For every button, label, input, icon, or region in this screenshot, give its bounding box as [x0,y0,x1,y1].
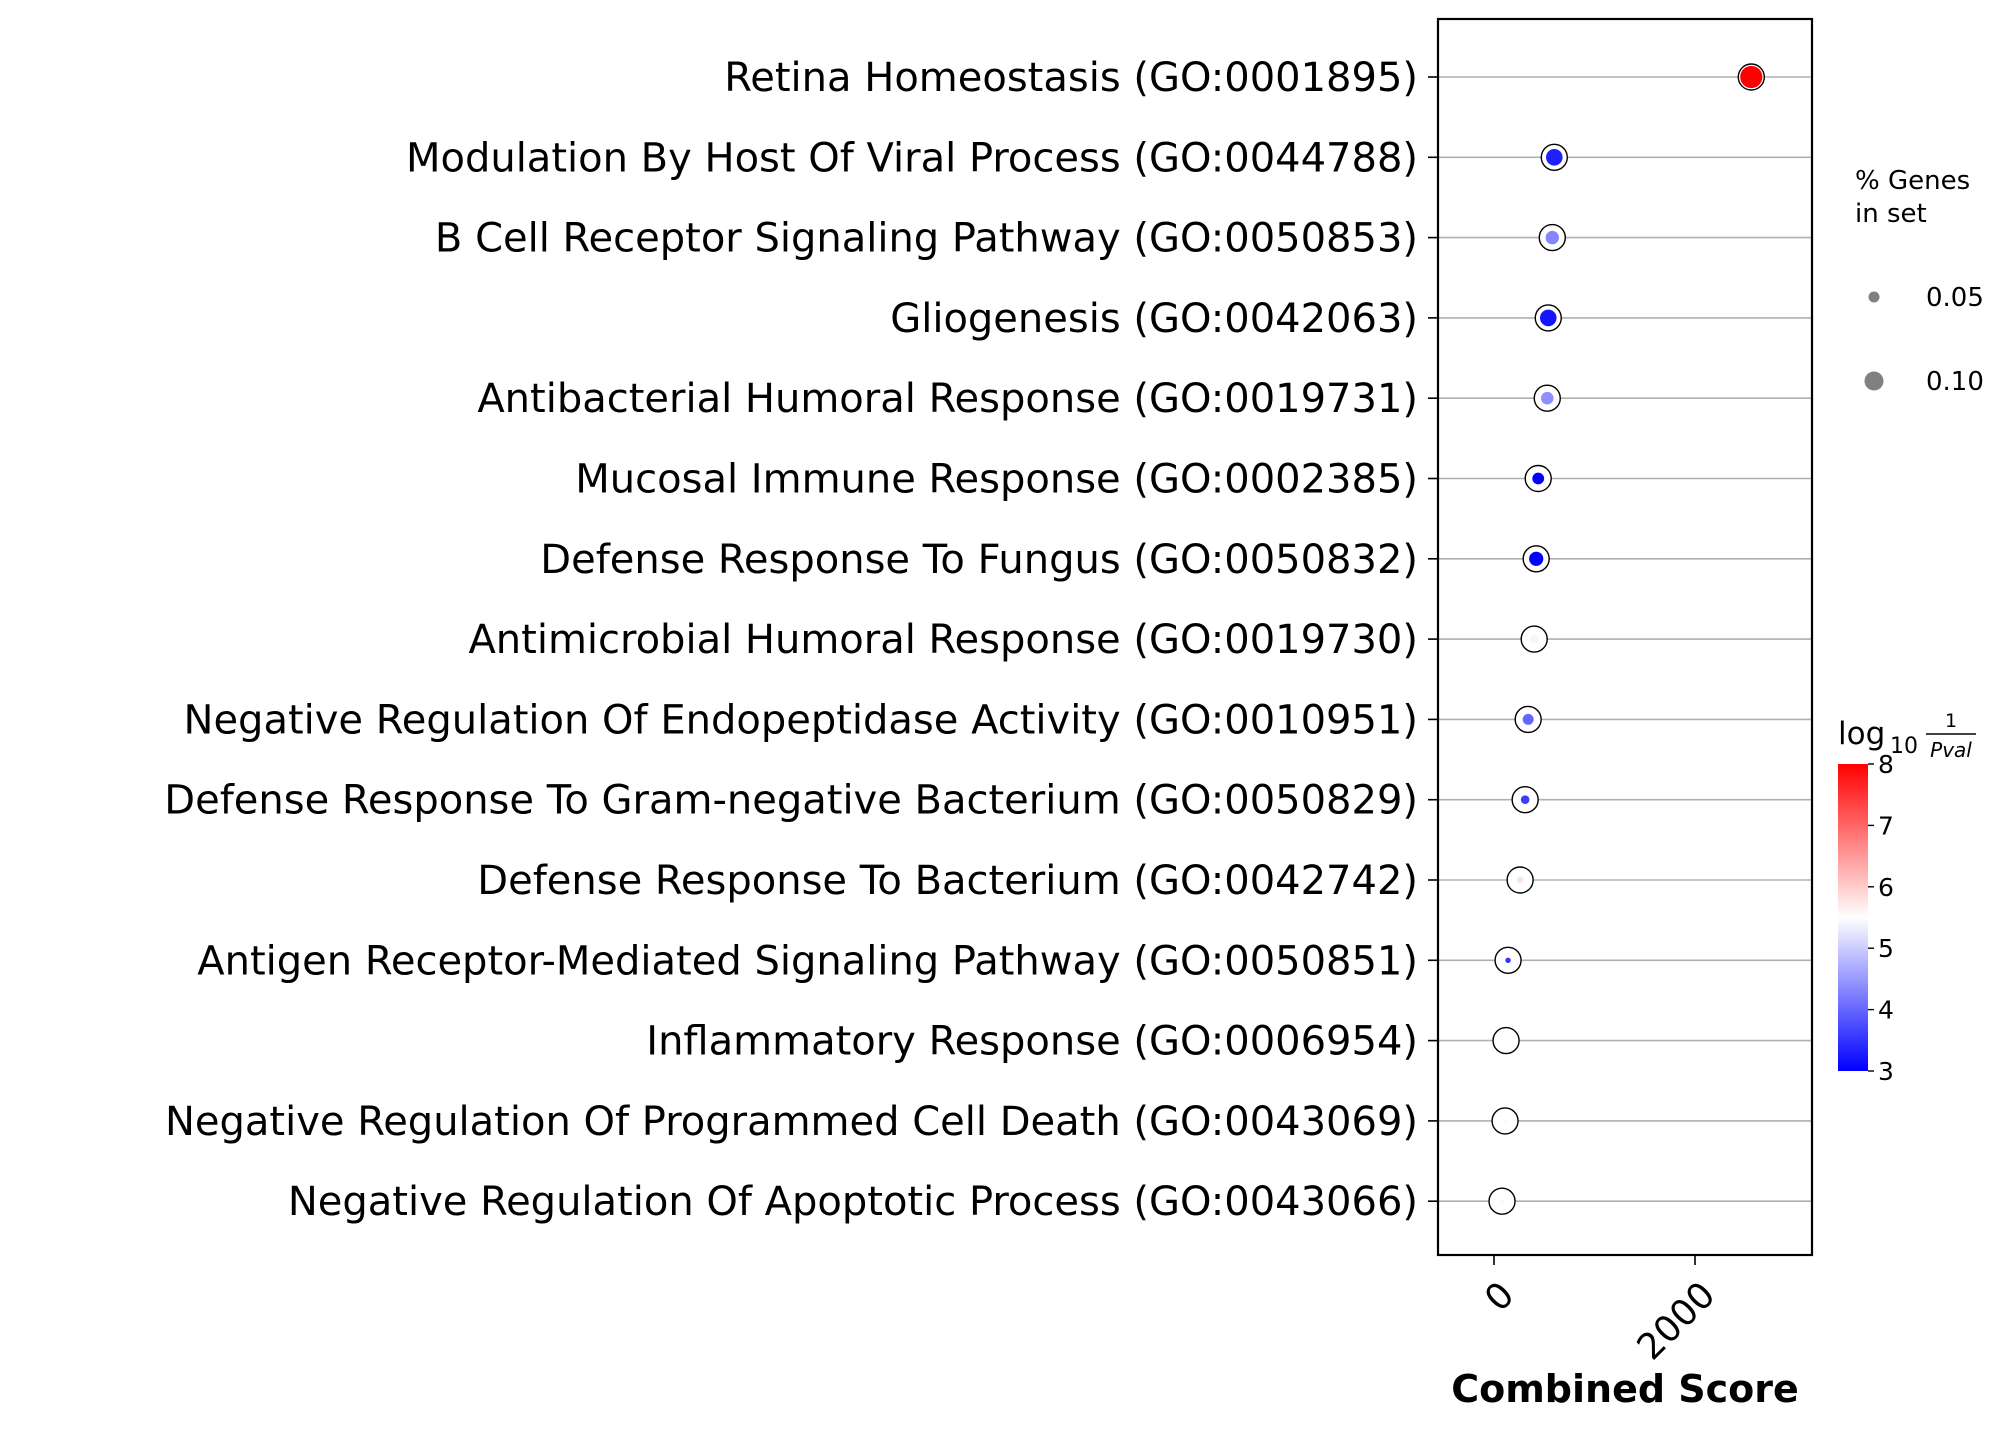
point-5 [1532,472,1545,485]
category-label-0: Retina Homeostasis (GO:0001895) [724,55,1418,101]
colorbar-tick-label-3: 6 [1878,873,1894,902]
colorbar-title-sub: 10 [1890,734,1918,759]
colorbar-tick-label-4: 7 [1878,811,1894,840]
colorbar-tick-label-0: 3 [1878,1057,1894,1086]
size-legend-marker-1 [1864,371,1884,391]
category-label-10: Defense Response To Bacterium (GO:004274… [477,858,1418,904]
gridlines [1428,76,1812,1202]
category-label-7: Antimicrobial Humoral Response (GO:00197… [468,617,1418,663]
category-label-4: Antibacterial Humoral Response (GO:00197… [477,376,1418,422]
category-label-9: Defense Response To Gram-negative Bacter… [164,778,1418,824]
point-3 [1539,309,1557,327]
point-6 [1529,551,1544,566]
colorbar-tick-label-2: 5 [1878,934,1894,963]
category-label-14: Negative Regulation Of Apoptotic Process… [288,1179,1418,1225]
size-legend-title-line1: % Genes [1855,166,1970,196]
colorbar: log 10 1 Pval 3 4 5 6 7 8 [1838,710,1976,1086]
point-11 [1505,957,1511,963]
colorbar-tick-label-5: 8 [1878,750,1894,779]
category-label-12: Inflammatory Response (GO:0006954) [646,1019,1418,1065]
colorbar-title-num: 1 [1945,710,1957,732]
point-7 [1529,634,1539,644]
point-13 [1502,1118,1508,1124]
colorbar-title-den: Pval [1930,738,1972,762]
plot-frame [1436,17,1814,1257]
category-label-1: Modulation By Host Of Viral Process (GO:… [406,135,1418,181]
category-label-13: Negative Regulation Of Programmed Cell D… [165,1099,1418,1145]
size-legend-title-line2: in set [1855,199,1927,229]
colorbar-title-main: log [1838,716,1885,752]
point-9 [1520,795,1530,804]
category-label-6: Defense Response To Fungus (GO:0050832) [540,537,1418,583]
category-label-8: Negative Regulation Of Endopeptidase Act… [184,697,1418,743]
data-points [1488,63,1765,1215]
size-legend: % Genes in set 0.05 0.10 [1855,166,1984,397]
size-legend-marker-0 [1868,291,1880,303]
point-4 [1540,391,1554,405]
x-axis-title: Combined Score [1451,1367,1799,1411]
colorbar-ticks: 3 4 5 6 7 8 [1868,750,1894,1086]
colorbar-gradient [1838,764,1868,1071]
point-14 [1499,1198,1505,1204]
size-legend-label-0: 0.05 [1926,283,1984,313]
point-10 [1517,876,1524,884]
category-label-5: Mucosal Immune Response (GO:0002385) [575,457,1418,503]
category-label-11: Antigen Receptor-Mediated Signaling Path… [197,938,1418,984]
x-tick-label-1: 2000 [1630,1274,1724,1368]
category-label-3: Gliogenesis (GO:0042063) [890,296,1418,342]
point-12 [1503,1038,1509,1044]
x-tick-label-0: 0 [1477,1274,1522,1319]
point-0 [1740,65,1763,89]
colorbar-tick-label-1: 4 [1878,996,1894,1025]
point-2 [1545,230,1559,245]
size-legend-label-1: 0.10 [1926,367,1984,397]
x-axis: 0 2000 [1477,1255,1723,1368]
category-label-2: B Cell Receptor Signaling Pathway (GO:00… [435,216,1418,262]
point-8 [1522,713,1534,725]
category-labels: Retina Homeostasis (GO:0001895) Modulatio… [164,55,1418,1225]
point-1 [1546,149,1563,166]
